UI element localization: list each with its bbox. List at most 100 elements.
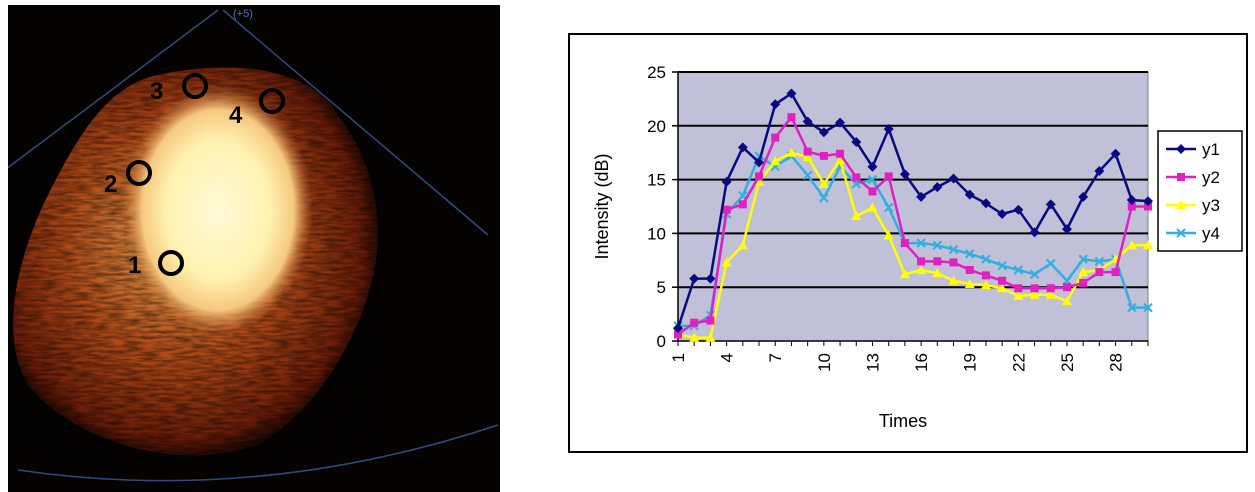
point-y2-19 bbox=[965, 265, 974, 274]
point-y1-8 bbox=[786, 88, 797, 99]
axes: 0 5 10 15 20 25 1 4 7 10 13 16 19 22 25 28 bbox=[647, 63, 1149, 372]
point-y3-9 bbox=[802, 152, 813, 162]
point-y2-18 bbox=[949, 258, 958, 267]
point-y2-25 bbox=[1062, 283, 1071, 292]
x-axis-title: Times bbox=[879, 411, 927, 431]
roi-marker-1: 1 bbox=[128, 250, 184, 279]
point-y2-15 bbox=[900, 239, 909, 248]
point-y2-7 bbox=[771, 133, 780, 142]
point-y3-16 bbox=[916, 264, 927, 274]
y-tick-label-10: 10 bbox=[647, 224, 666, 243]
point-y3-22 bbox=[1013, 290, 1024, 300]
point-y2-26 bbox=[1079, 278, 1088, 287]
point-y1-28 bbox=[1110, 148, 1121, 159]
point-y1-30 bbox=[1143, 196, 1153, 207]
point-y2-5 bbox=[738, 200, 747, 209]
series-y1 bbox=[673, 88, 1153, 334]
y-tick-label-0: 0 bbox=[657, 332, 666, 351]
intensity-line-chart: 0 5 10 15 20 25 1 4 7 10 13 16 19 22 25 28 Intensity (d… bbox=[592, 63, 1243, 431]
x-tick-label-1: 1 bbox=[669, 353, 688, 362]
roi-label-4: 4 bbox=[229, 102, 243, 129]
point-y4-22 bbox=[1013, 265, 1024, 275]
point-y3-13 bbox=[867, 202, 878, 212]
chart-frame: 0 5 10 15 20 25 1 4 7 10 13 16 19 22 25 28 Intensity (d… bbox=[568, 33, 1248, 453]
point-y3-20 bbox=[980, 280, 991, 290]
legend-marker-y1 bbox=[1176, 144, 1186, 154]
point-y2-3 bbox=[706, 316, 715, 325]
legend-marker-y4 bbox=[1176, 228, 1186, 238]
point-y1-3 bbox=[705, 273, 716, 284]
point-y1-17 bbox=[932, 182, 943, 193]
top-label: (+5) bbox=[233, 8, 253, 20]
point-y3-26 bbox=[1078, 267, 1089, 277]
legend-box bbox=[1157, 130, 1243, 252]
point-y1-4 bbox=[721, 176, 732, 187]
point-y3-2 bbox=[689, 332, 700, 342]
point-y4-9 bbox=[802, 170, 813, 181]
series-line-y1 bbox=[676, 91, 1149, 329]
point-y3-11 bbox=[835, 155, 846, 165]
point-y2-10 bbox=[819, 151, 828, 160]
point-y1-24 bbox=[1045, 199, 1056, 210]
point-y2-1 bbox=[674, 330, 682, 339]
point-y1-1 bbox=[673, 323, 683, 334]
echo-perfusion-image: (+5) 1 2 3 4 bbox=[8, 5, 500, 492]
point-y3-29 bbox=[1126, 240, 1137, 250]
point-y1-20 bbox=[980, 198, 991, 209]
legend-item-y1: y1 bbox=[1166, 140, 1220, 159]
point-y4-26 bbox=[1078, 254, 1088, 264]
point-y3-19 bbox=[964, 278, 975, 288]
point-y4-30 bbox=[1143, 302, 1153, 313]
point-y3-7 bbox=[770, 156, 781, 166]
y-tick-label-5: 5 bbox=[657, 278, 666, 297]
legend-label-y2: y2 bbox=[1202, 168, 1220, 187]
point-y1-16 bbox=[916, 191, 927, 202]
roi-label-3: 3 bbox=[150, 78, 163, 105]
x-tick-label-7: 7 bbox=[766, 353, 785, 362]
roi-marker-4: 4 bbox=[229, 88, 285, 129]
legend-label-y1: y1 bbox=[1202, 140, 1220, 159]
point-y2-11 bbox=[836, 149, 845, 158]
series-line-y3 bbox=[677, 151, 1148, 340]
point-y1-6 bbox=[754, 157, 765, 168]
point-y4-18 bbox=[948, 244, 959, 255]
point-y3-21 bbox=[997, 283, 1008, 293]
point-y1-12 bbox=[851, 136, 862, 147]
point-y2-28 bbox=[1111, 268, 1120, 277]
point-y2-22 bbox=[1014, 284, 1023, 293]
point-y4-14 bbox=[883, 202, 894, 213]
point-y1-9 bbox=[802, 116, 813, 127]
point-y3-6 bbox=[754, 176, 765, 186]
point-y1-18 bbox=[948, 173, 959, 184]
point-y4-23 bbox=[1029, 269, 1040, 279]
legend-marker-y2 bbox=[1177, 173, 1185, 181]
x-tick-label-10: 10 bbox=[815, 353, 834, 372]
roi-label-2: 2 bbox=[104, 171, 117, 198]
point-y2-8 bbox=[787, 113, 796, 122]
point-y2-29 bbox=[1127, 202, 1136, 211]
point-y1-11 bbox=[835, 117, 846, 128]
point-y1-25 bbox=[1061, 224, 1072, 235]
legend-item-y4: y4 bbox=[1166, 224, 1220, 243]
point-y4-29 bbox=[1127, 302, 1137, 313]
legend-item-y3: y3 bbox=[1166, 196, 1220, 215]
point-y4-10 bbox=[819, 193, 829, 203]
point-y2-2 bbox=[690, 318, 699, 327]
point-y2-30 bbox=[1144, 202, 1152, 211]
point-y3-10 bbox=[818, 178, 829, 188]
roi-marker-3: 3 bbox=[150, 73, 208, 105]
point-y1-23 bbox=[1029, 227, 1040, 238]
x-tick-label-19: 19 bbox=[961, 353, 980, 372]
point-y1-13 bbox=[867, 161, 878, 172]
legend: y1 y2 y3 y4 bbox=[1157, 130, 1243, 252]
point-y2-24 bbox=[1046, 284, 1055, 293]
x-tick-label-13: 13 bbox=[863, 353, 882, 372]
point-y1-19 bbox=[964, 189, 975, 200]
point-y2-4 bbox=[722, 205, 731, 214]
point-y1-15 bbox=[899, 169, 910, 180]
point-y4-17 bbox=[932, 240, 943, 250]
point-y1-2 bbox=[689, 273, 700, 284]
point-y3-23 bbox=[1029, 289, 1040, 299]
point-y2-27 bbox=[1095, 268, 1104, 277]
point-y2-20 bbox=[981, 271, 990, 280]
